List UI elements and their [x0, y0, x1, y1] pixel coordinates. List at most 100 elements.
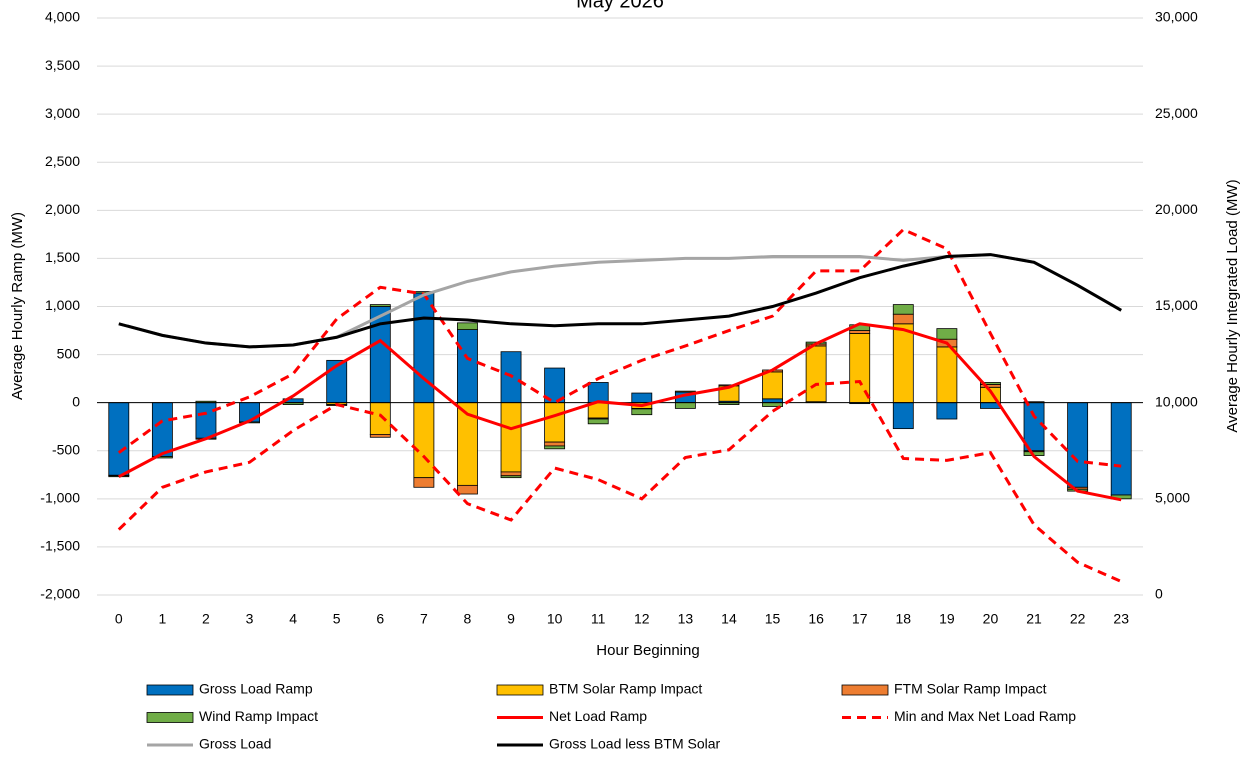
y-tick-label: -2,000: [40, 586, 80, 602]
bar-segment: [501, 476, 521, 478]
bar-segment: [109, 403, 129, 476]
y-tick-label: 2,000: [45, 201, 80, 217]
bar-segment: [414, 403, 434, 478]
y2-tick-label: 0: [1155, 586, 1163, 602]
bar-segment: [675, 403, 695, 409]
bar-segment: [196, 403, 216, 439]
x-tick-label: 18: [896, 611, 912, 627]
legend-label: BTM Solar Ramp Impact: [549, 681, 702, 697]
y2-tick-label: 20,000: [1155, 201, 1198, 217]
x-tick-label: 16: [808, 611, 824, 627]
x-tick-label: 6: [376, 611, 384, 627]
y2-tick-label: 15,000: [1155, 297, 1198, 313]
y-tick-label: -1,000: [40, 490, 80, 506]
y2-tick-label: 10,000: [1155, 393, 1198, 409]
bar-segment: [1111, 403, 1131, 495]
bar-segment: [763, 399, 783, 403]
y2-axis-title: Average Hourly Integrated Load (MW): [1224, 179, 1241, 432]
x-tick-label: 4: [289, 611, 297, 627]
x-axis-title: Hour Beginning: [596, 642, 699, 659]
bar-segment: [632, 409, 652, 415]
bar-segment: [414, 478, 434, 488]
bar-segment: [457, 323, 477, 330]
bar-segment: [937, 403, 957, 419]
x-tick-label: 19: [939, 611, 955, 627]
x-tick-label: 13: [678, 611, 694, 627]
x-tick-label: 22: [1070, 611, 1086, 627]
x-tick-label: 9: [507, 611, 515, 627]
legend-swatch: [147, 685, 193, 695]
line: [119, 382, 1121, 582]
chart-title: May 2026: [576, 0, 664, 12]
legend-swatch: [147, 713, 193, 723]
y2-tick-label: 30,000: [1155, 9, 1198, 25]
x-tick-label: 14: [721, 611, 737, 627]
y-axis-title: Average Hourly Ramp (MW): [9, 212, 26, 400]
bar-segment: [370, 434, 390, 437]
x-tick-label: 0: [115, 611, 123, 627]
bar-segment: [1068, 403, 1088, 488]
x-tick-label: 11: [591, 611, 606, 627]
bar-segment: [545, 446, 565, 449]
y-tick-label: -500: [52, 441, 80, 457]
y-tick-label: 0: [72, 393, 80, 409]
bar-segment: [370, 403, 390, 435]
y-tick-label: 3,500: [45, 57, 80, 73]
line: [119, 255, 1121, 347]
line: [119, 230, 1121, 467]
bar-segment: [806, 346, 826, 402]
x-tick-label: 23: [1113, 611, 1129, 627]
bar-segment: [937, 347, 957, 403]
bar-segment: [240, 403, 260, 422]
x-tick-label: 1: [158, 611, 166, 627]
line: [119, 324, 1121, 500]
legend-label: FTM Solar Ramp Impact: [894, 681, 1047, 697]
legend-label: Wind Ramp Impact: [199, 708, 318, 724]
bar-segment: [545, 442, 565, 446]
bar-segment: [457, 330, 477, 403]
x-tick-label: 15: [765, 611, 781, 627]
bar-segment: [588, 419, 608, 424]
x-tick-label: 21: [1026, 611, 1042, 627]
y-tick-label: -1,500: [40, 538, 80, 554]
y2-tick-label: 5,000: [1155, 490, 1190, 506]
bar-segment: [632, 393, 652, 403]
x-tick-label: 12: [634, 611, 650, 627]
bar-segment: [893, 324, 913, 403]
x-tick-label: 2: [202, 611, 210, 627]
bar-segment: [370, 305, 390, 307]
x-tick-label: 17: [852, 611, 868, 627]
bar-segment: [545, 403, 565, 442]
y-tick-label: 1,500: [45, 249, 80, 265]
bar-segment: [152, 403, 172, 457]
x-tick-label: 20: [983, 611, 999, 627]
y-tick-label: 2,500: [45, 153, 80, 169]
y2-tick-label: 25,000: [1155, 105, 1198, 121]
bar-segment: [893, 403, 913, 429]
legend-swatch: [497, 685, 543, 695]
x-tick-label: 7: [420, 611, 428, 627]
legend-label: Net Load Ramp: [549, 708, 647, 724]
bar-segment: [893, 314, 913, 324]
legend-label: Gross Load Ramp: [199, 681, 313, 697]
bar-segment: [501, 472, 521, 476]
x-tick-label: 3: [246, 611, 254, 627]
x-tick-label: 10: [547, 611, 563, 627]
y-tick-label: 4,000: [45, 9, 80, 25]
bar-segment: [937, 329, 957, 340]
x-tick-label: 8: [464, 611, 472, 627]
line: [119, 255, 1121, 347]
y-tick-label: 3,000: [45, 105, 80, 121]
bar-segment: [501, 403, 521, 472]
legend-swatch: [842, 685, 888, 695]
bar-segment: [763, 372, 783, 399]
x-tick-label: 5: [333, 611, 341, 627]
legend-label: Gross Load less BTM Solar: [549, 736, 721, 752]
legend-label: Gross Load: [199, 736, 271, 752]
bar-segment: [850, 331, 870, 334]
bar-segment: [675, 391, 695, 392]
y-tick-label: 500: [57, 345, 81, 361]
legend-label: Min and Max Net Load Ramp: [894, 708, 1076, 724]
bar-segment: [893, 305, 913, 315]
